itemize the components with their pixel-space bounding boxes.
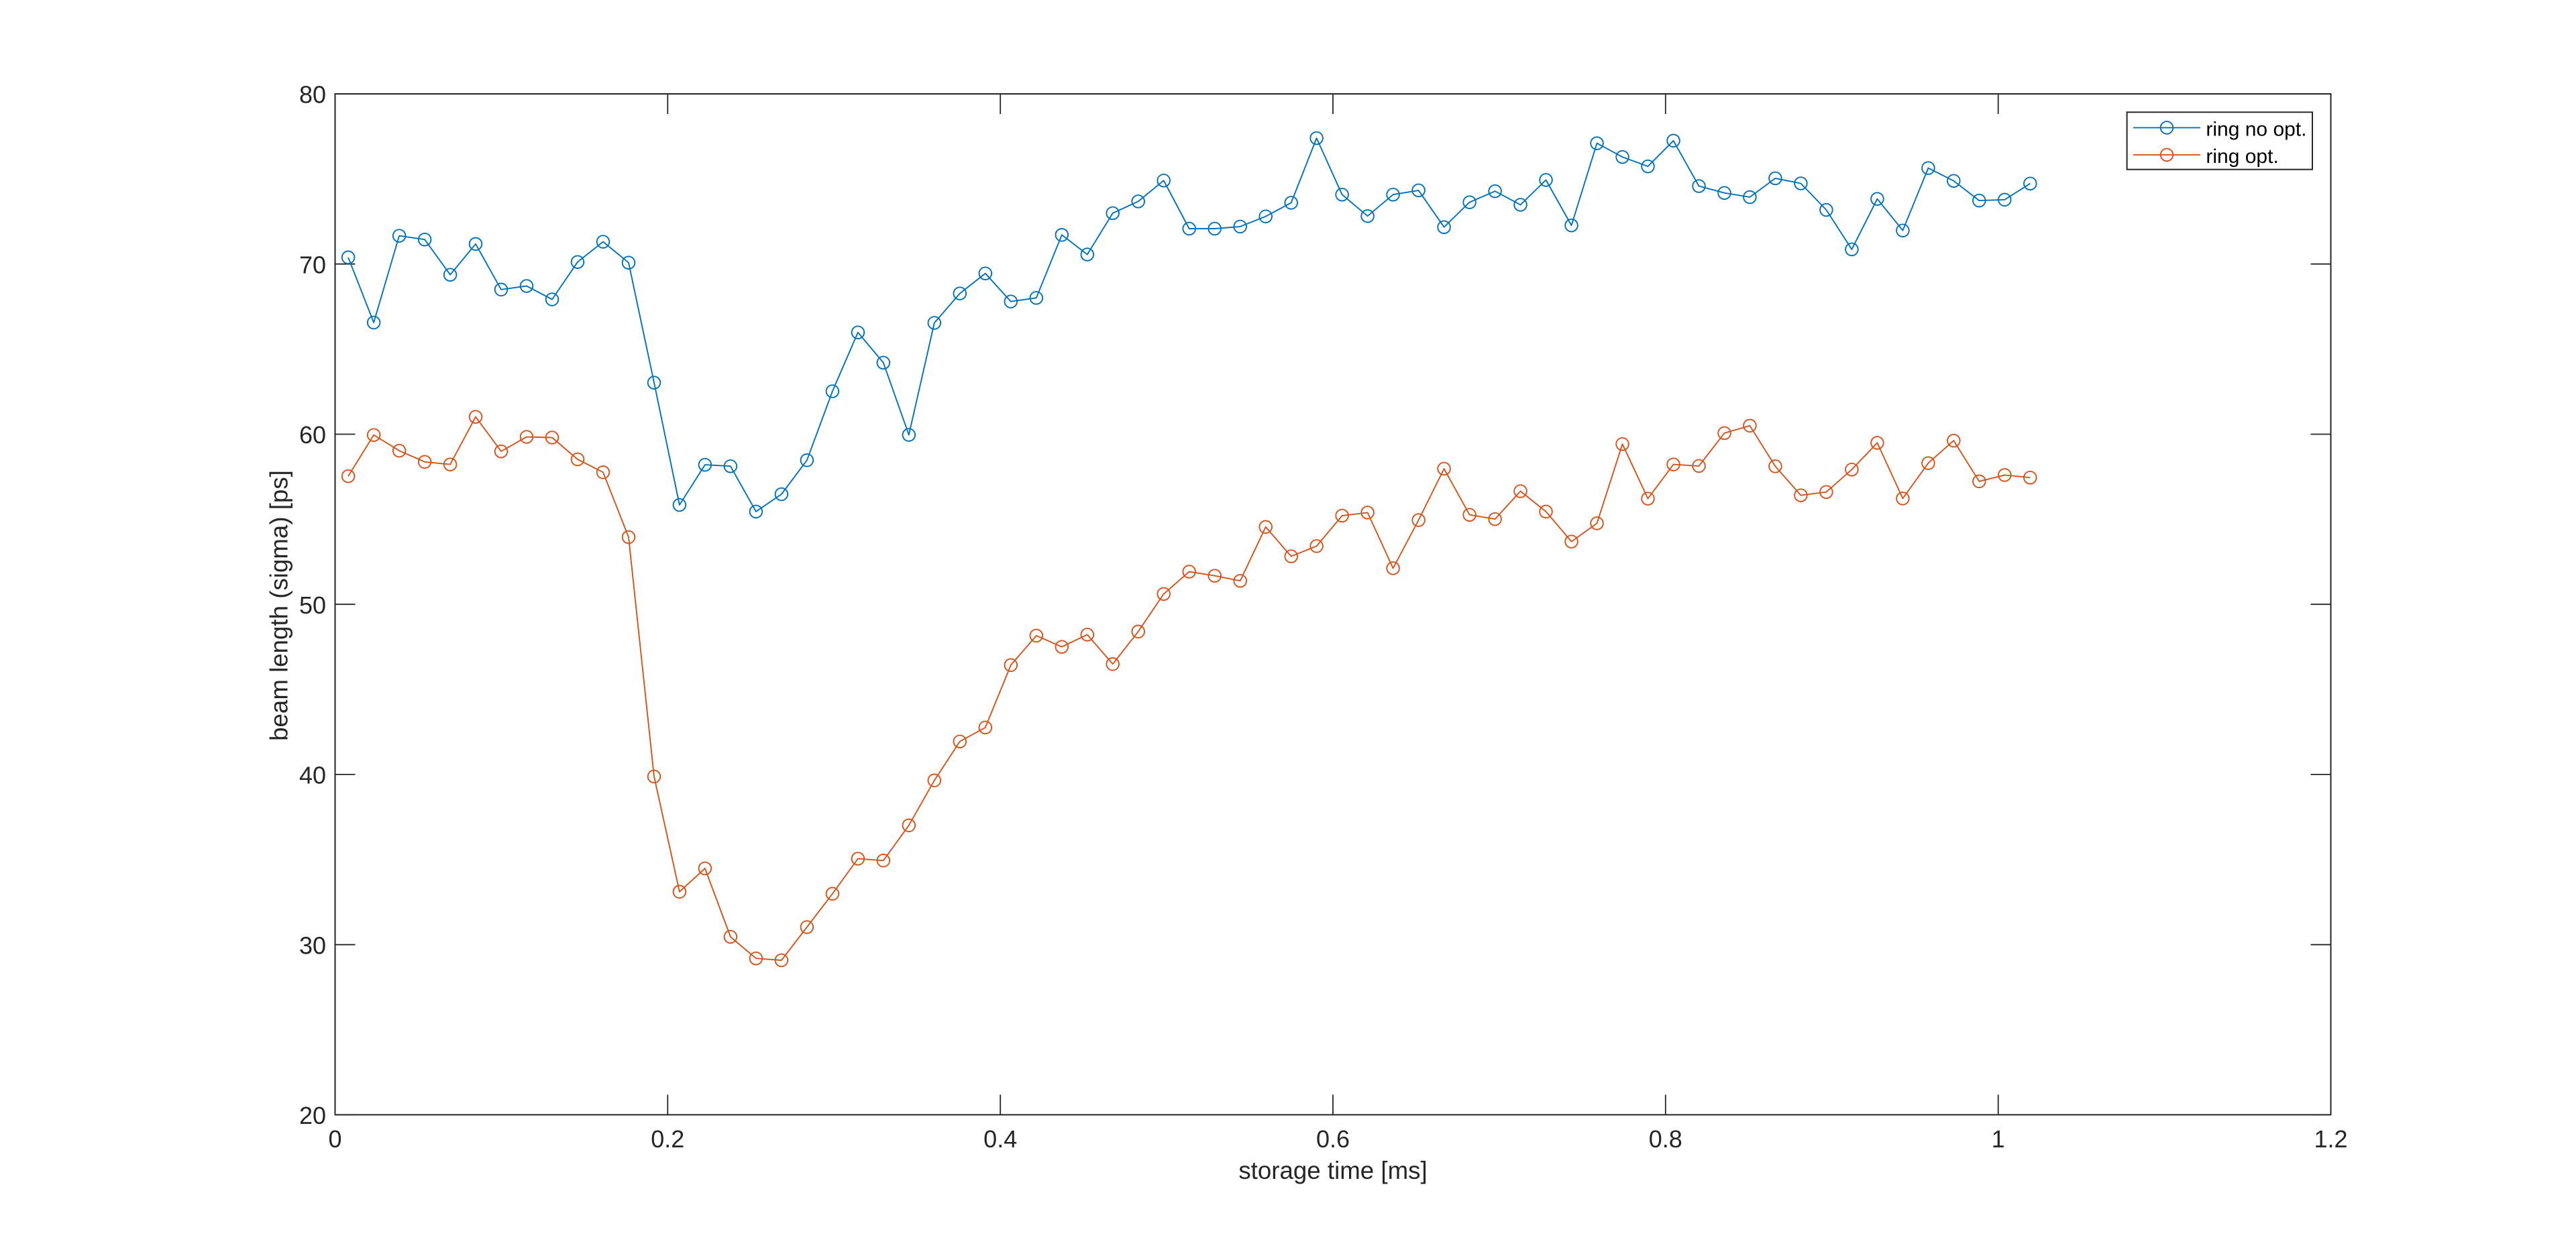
svg-text:30: 30 [299,931,326,959]
svg-text:80: 80 [299,81,326,109]
svg-text:0.8: 0.8 [1649,1125,1682,1153]
svg-text:20: 20 [299,1102,326,1129]
svg-text:storage time [ms]: storage time [ms] [1238,1157,1427,1184]
svg-text:1: 1 [1992,1125,2005,1153]
svg-text:0.4: 0.4 [983,1125,1017,1153]
svg-text:50: 50 [299,591,326,619]
svg-text:0: 0 [328,1125,341,1153]
svg-text:0.6: 0.6 [1316,1125,1350,1153]
svg-text:ring opt.: ring opt. [2206,146,2278,168]
svg-text:60: 60 [299,421,326,449]
svg-text:ring no opt.: ring no opt. [2206,118,2306,140]
svg-text:0.2: 0.2 [651,1125,684,1153]
svg-text:beam length (sigma) [ps]: beam length (sigma) [ps] [266,470,293,741]
svg-text:70: 70 [299,251,326,278]
svg-text:40: 40 [299,762,326,789]
svg-text:1.2: 1.2 [2314,1125,2347,1153]
